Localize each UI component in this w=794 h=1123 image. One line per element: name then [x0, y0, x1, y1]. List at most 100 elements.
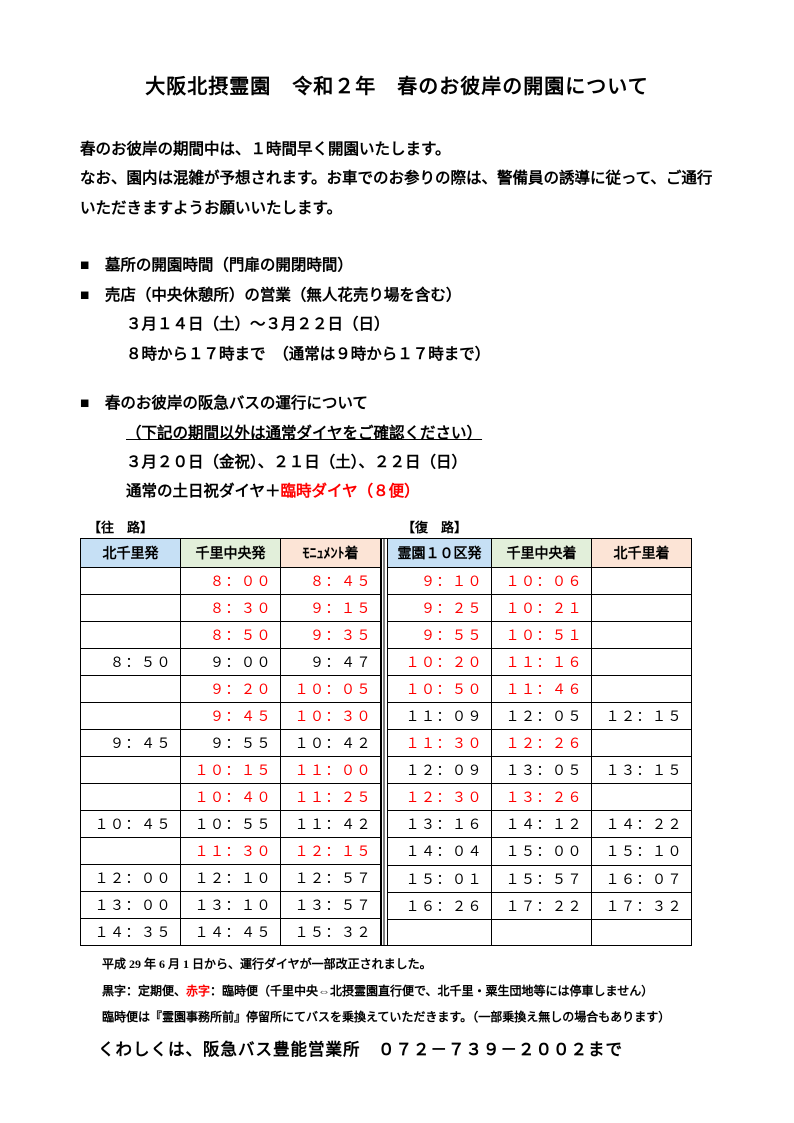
table-row: ８：５０９：３５ — [81, 621, 381, 648]
intro-line-1: 春のお彼岸の期間中は、１時間早く開園いたします。 — [80, 135, 714, 164]
time-cell: ９：３５ — [281, 621, 381, 648]
time-cell — [592, 730, 692, 757]
table-row: ８：５０９：００９：４７ — [81, 648, 381, 675]
note-2: 黒字：定期便、赤字：臨時便（千里中央⇔北摂霊園直行便で、北千里・粟生団地等には停… — [102, 983, 714, 1000]
time-cell: １２：１０ — [181, 864, 281, 891]
time-cell: ８：３０ — [181, 594, 281, 621]
table-row: ９：２０１０：０５ — [81, 675, 381, 702]
table-row: １２：００１２：１０１２：５７ — [81, 864, 381, 891]
note-1: 平成 29 年 6 月 1 日から、運行ダイヤが一部改正されました。 — [102, 956, 714, 973]
time-cell: １１：０９ — [388, 703, 492, 730]
in-header-2: 千里中央着 — [492, 538, 592, 567]
table-row: １０：２０１１：１６ — [388, 649, 692, 676]
page-title: 大阪北摂霊園 令和２年 春のお彼岸の開園について — [80, 70, 714, 99]
time-cell: １５：０１ — [388, 865, 492, 892]
table-row: １３：００１３：１０１３：５７ — [81, 891, 381, 918]
time-cell: １２：０５ — [492, 703, 592, 730]
out-header-2: 千里中央発 — [181, 538, 281, 567]
table-row: ８：３０９：１５ — [81, 594, 381, 621]
time-cell: ８：５０ — [81, 648, 181, 675]
time-cell — [592, 649, 692, 676]
bus-note-underline: （下記の期間以外は通常ダイヤをご確認ください） — [126, 425, 482, 442]
time-cell: １３：１６ — [388, 811, 492, 838]
time-cell — [592, 676, 692, 703]
time-cell: ９：２０ — [181, 675, 281, 702]
time-cell: １４：３５ — [81, 918, 181, 945]
time-cell: １０：０５ — [281, 675, 381, 702]
time-cell — [592, 919, 692, 945]
table-row: ９：４５９：５５１０：４２ — [81, 729, 381, 756]
time-cell: １２：２６ — [492, 730, 592, 757]
time-cell: ９：１０ — [388, 567, 492, 594]
outbound-table: 北千里発 千里中央発 ﾓﾆｭﾒﾝﾄ着 ８：００８：４５８：３０９：１５８：５０９… — [80, 538, 381, 946]
time-cell — [81, 783, 181, 810]
time-cell — [592, 621, 692, 648]
time-cell: ９：４５ — [81, 729, 181, 756]
time-cell: １２：５７ — [281, 864, 381, 891]
time-cell — [81, 594, 181, 621]
time-cell: ９：２５ — [388, 594, 492, 621]
time-cell: １３：２６ — [492, 784, 592, 811]
time-cell: １３：１０ — [181, 891, 281, 918]
time-cell: ９：１５ — [281, 594, 381, 621]
time-cell: １２：０９ — [388, 757, 492, 784]
footnotes: 平成 29 年 6 月 1 日から、運行ダイヤが一部改正されました。 黒字：定期… — [80, 956, 714, 1026]
time-cell: ９：５５ — [181, 729, 281, 756]
time-cell: １０：２０ — [388, 649, 492, 676]
table-row: １３：１６１４：１２１４：２２ — [388, 811, 692, 838]
time-cell: １０：３０ — [281, 702, 381, 729]
contact-info: くわしくは、阪急バス豊能営業所 ０７２－７３９－２００２まで — [80, 1036, 714, 1060]
time-cell: １１：３０ — [181, 837, 281, 864]
table-row: １１：３０１２：２６ — [388, 730, 692, 757]
time-cell: １４：０４ — [388, 838, 492, 865]
table-row: ９：２５１０：２１ — [388, 594, 692, 621]
table-row: １２：０９１３：０５１３：１５ — [388, 757, 692, 784]
in-header-1: 霊園１０区発 — [388, 538, 492, 567]
outbound-label: 【往 路】 — [80, 517, 390, 536]
time-cell — [81, 702, 181, 729]
table-row: ９：４５１０：３０ — [81, 702, 381, 729]
section-bus: ■ 春のお彼岸の阪急バスの運行について （下記の期間以外は通常ダイヤをご確認くだ… — [80, 389, 714, 507]
time-cell — [81, 567, 181, 594]
table-row: １０：４５１０：５５１１：４２ — [81, 810, 381, 837]
time-cell: １０：０６ — [492, 567, 592, 594]
time-cell — [81, 837, 181, 864]
time-cell — [592, 567, 692, 594]
table-row — [388, 919, 692, 945]
time-cell: １１：２５ — [281, 783, 381, 810]
time-cell: １０：５０ — [388, 676, 492, 703]
bullet-grave-hours: ■ 墓所の開園時間（門扉の開閉時間） — [80, 251, 714, 280]
time-cell: １４：１２ — [492, 811, 592, 838]
table-row: １０：１５１１：００ — [81, 756, 381, 783]
time-cell — [592, 784, 692, 811]
table-row: １６：２６１７：２２１７：３２ — [388, 892, 692, 919]
bullet-bus: ■ 春のお彼岸の阪急バスの運行について — [80, 389, 714, 418]
time-cell: １０：５１ — [492, 621, 592, 648]
time-cell: ８：４５ — [281, 567, 381, 594]
time-cell: １７：３２ — [592, 892, 692, 919]
table-row: １２：３０１３：２６ — [388, 784, 692, 811]
time-cell: １０：４５ — [81, 810, 181, 837]
time-cell — [81, 756, 181, 783]
time-cell — [81, 675, 181, 702]
in-header-3: 北千里着 — [592, 538, 692, 567]
time-cell — [388, 919, 492, 945]
time-cell — [592, 594, 692, 621]
table-row: １０：５０１１：４６ — [388, 676, 692, 703]
time-cell: １０：４２ — [281, 729, 381, 756]
time-cell: ８：５０ — [181, 621, 281, 648]
time-cell: １１：１６ — [492, 649, 592, 676]
time-cell: １０：２１ — [492, 594, 592, 621]
time-cell: １１：４２ — [281, 810, 381, 837]
time-cell: １０：１５ — [181, 756, 281, 783]
bus-dates: ３月２０日（金祝）、２１日（土）、２２日（日） — [80, 448, 714, 477]
time-cell: ８：００ — [181, 567, 281, 594]
inbound-table: 霊園１０区発 千里中央着 北千里着 ９：１０１０：０６９：２５１０：２１９：５５… — [387, 538, 692, 946]
time-cell: ９：４５ — [181, 702, 281, 729]
hours-times: ８時から１７時まで （通常は９時から１７時まで） — [80, 340, 714, 369]
time-cell: １３：００ — [81, 891, 181, 918]
table-row: １０：４０１１：２５ — [81, 783, 381, 810]
out-header-1: 北千里発 — [81, 538, 181, 567]
time-cell: １０：５５ — [181, 810, 281, 837]
time-cell: １２：１５ — [592, 703, 692, 730]
